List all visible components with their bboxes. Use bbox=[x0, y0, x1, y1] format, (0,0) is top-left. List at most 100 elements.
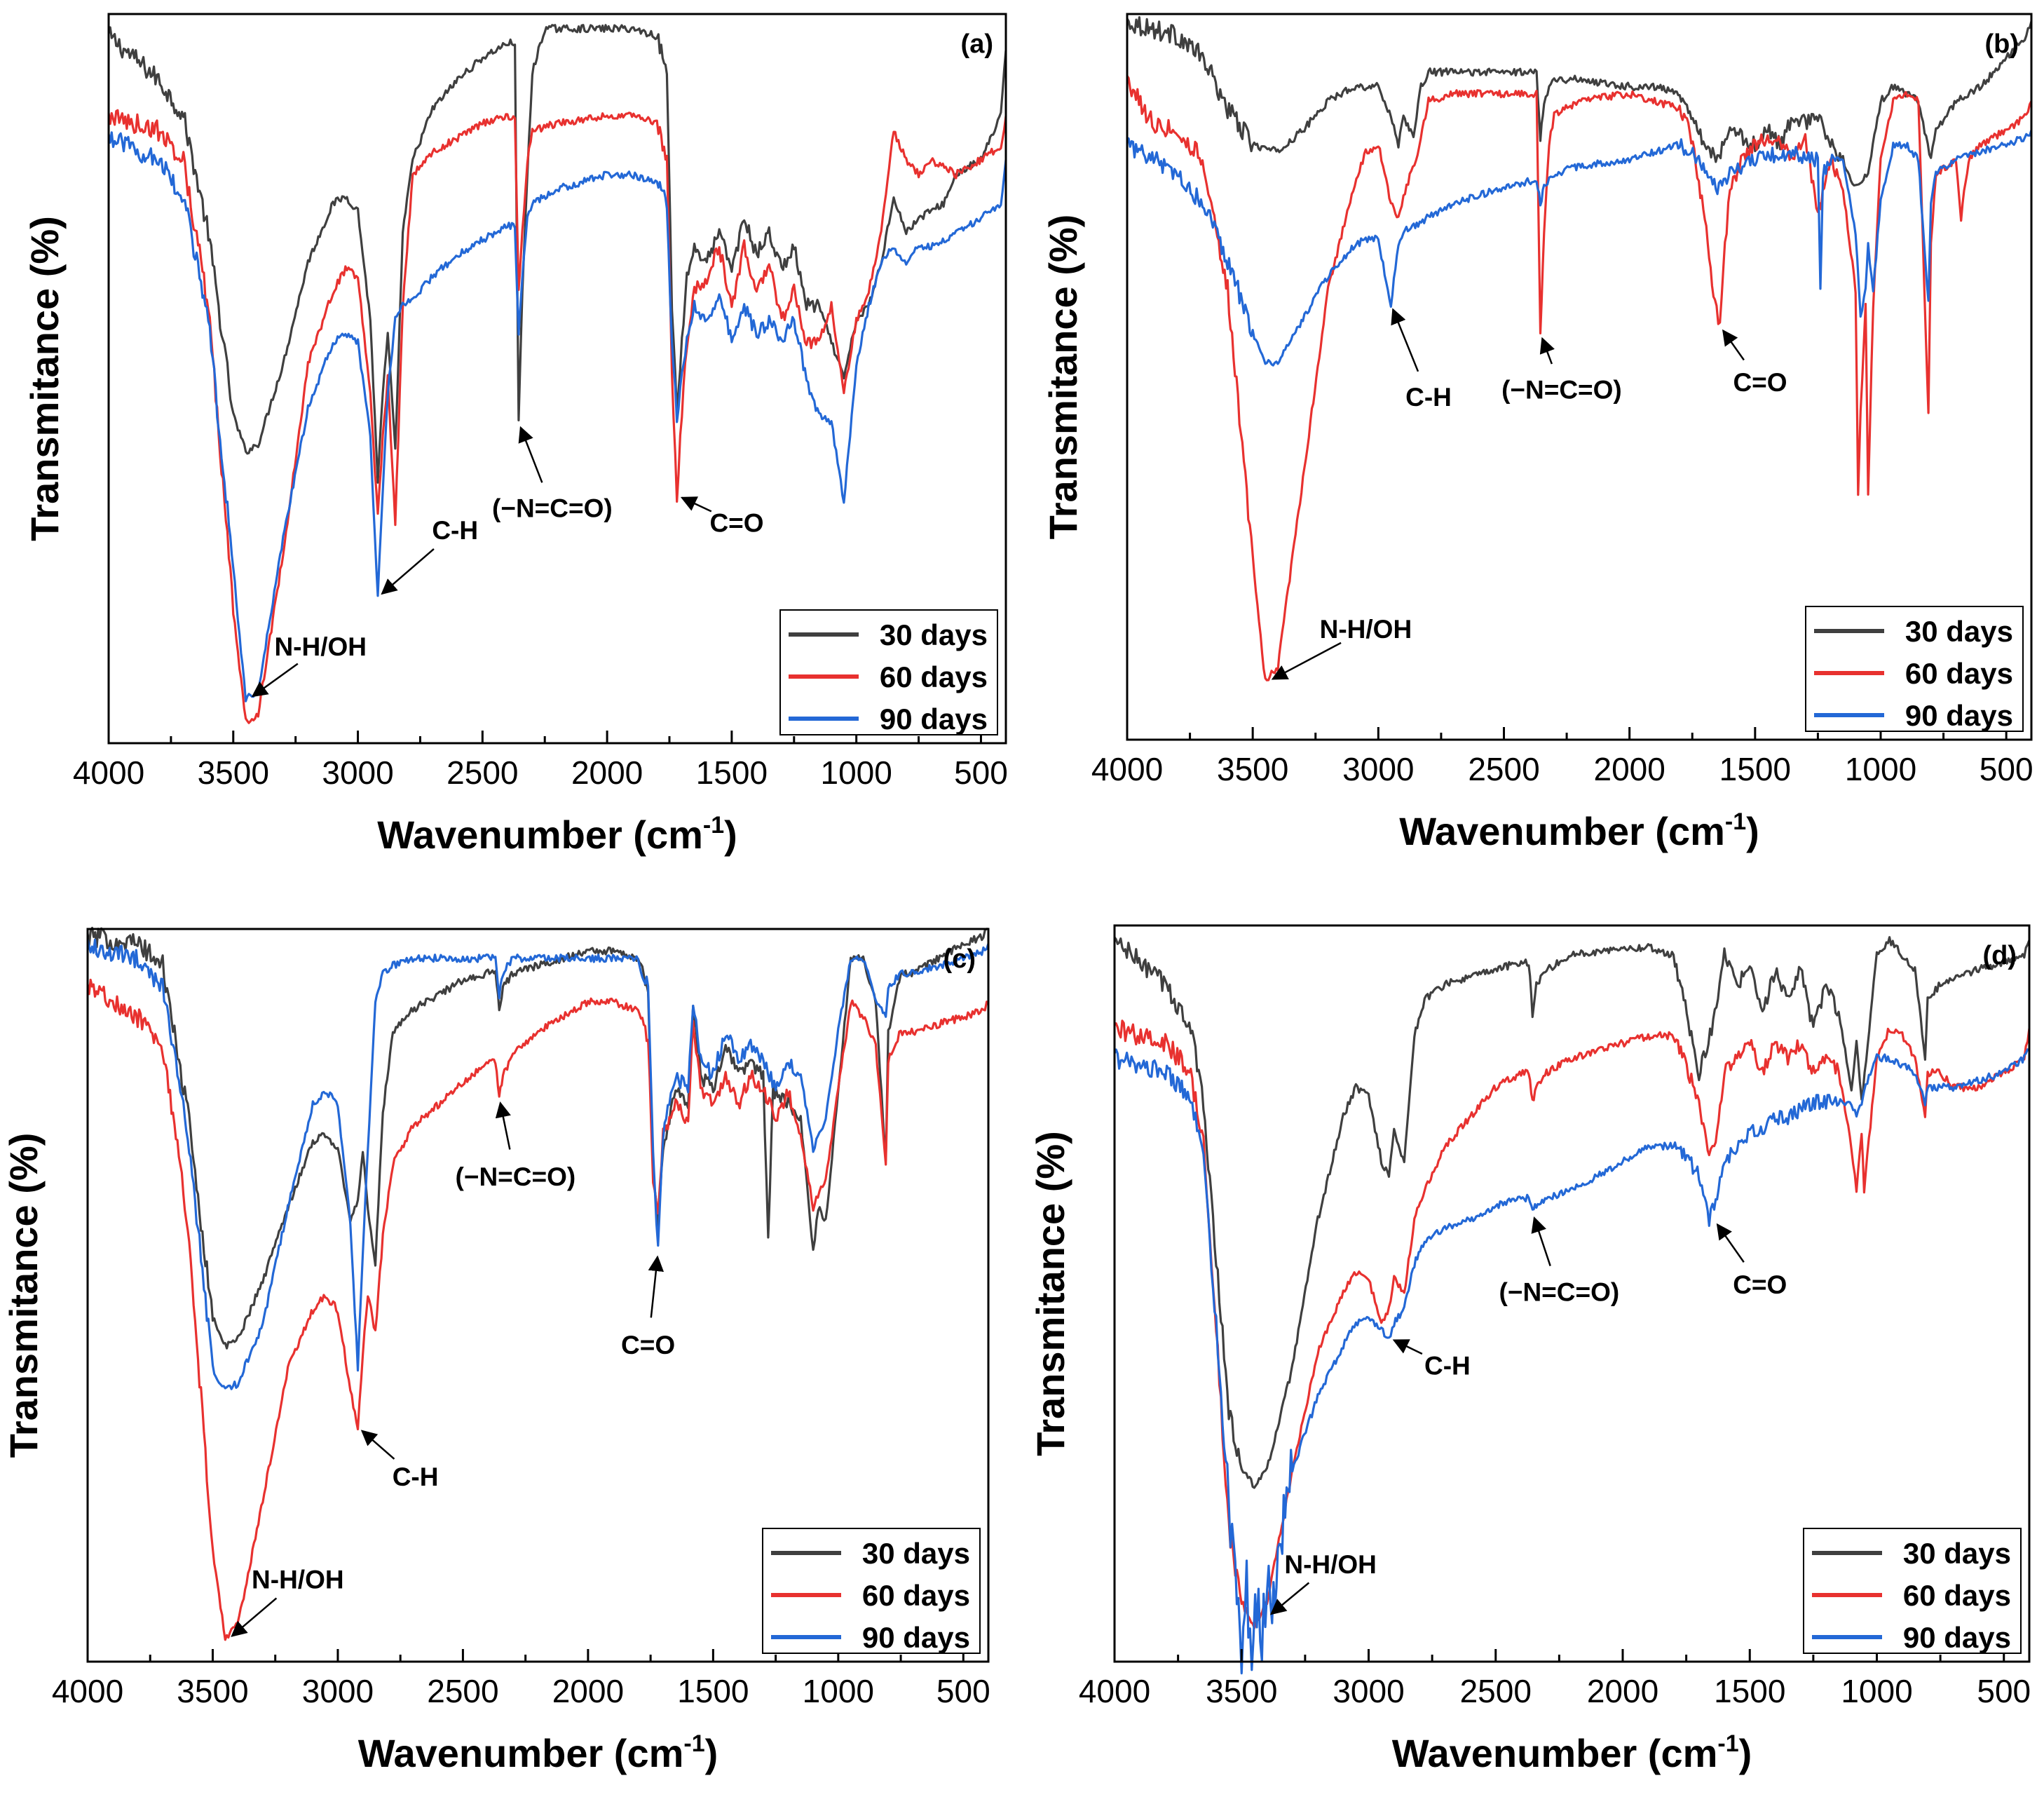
legend bbox=[1805, 606, 2024, 732]
plot-frame bbox=[107, 13, 1007, 745]
y-axis-label: Transmitance (%) bbox=[22, 216, 67, 541]
y-axis-label: Transmitance (%) bbox=[1041, 215, 1085, 540]
annotation-arrow bbox=[1392, 1339, 1423, 1355]
x-tick-label: 500 bbox=[1980, 751, 2033, 787]
peak-annotation: N-H/OH bbox=[1284, 1550, 1377, 1579]
plot-frame bbox=[1113, 924, 2031, 1663]
annotation-arrow bbox=[1539, 337, 1555, 365]
peak-annotation: (−N=C=O) bbox=[456, 1162, 576, 1191]
series-line-30-days bbox=[1113, 936, 2031, 1489]
annotation-arrow bbox=[251, 663, 299, 698]
panel-label: (b) bbox=[1984, 29, 2019, 59]
annotation-arrow bbox=[381, 548, 435, 595]
legend-entry: 90 days bbox=[1903, 1621, 2011, 1654]
x-tick-label: 1500 bbox=[696, 754, 768, 791]
panel-label: (a) bbox=[961, 29, 993, 59]
legend-entry: 90 days bbox=[880, 703, 988, 735]
x-tick-label: 4000 bbox=[52, 1673, 123, 1709]
legend-entry: 30 days bbox=[880, 618, 988, 651]
chart-panel-1: 4000 3500 3000 2500 2000 1500 1000 500 Wavenumbe… bbox=[22, 13, 1008, 857]
peak-annotation: N-H/OH bbox=[1320, 615, 1412, 644]
x-tick-label: 3500 bbox=[177, 1673, 248, 1709]
series-line-90-days bbox=[86, 938, 990, 1390]
x-tick-label: 3500 bbox=[198, 754, 269, 791]
x-tick-label: 1000 bbox=[803, 1673, 874, 1709]
x-tick-label: 2000 bbox=[1587, 1673, 1658, 1709]
legend-entry: 60 days bbox=[862, 1579, 970, 1612]
chart-panel-4: 4000 3500 3000 2500 2000 1500 1000 500 Wavenumbe… bbox=[1028, 924, 2031, 1775]
x-tick-label: 1000 bbox=[1841, 1673, 1912, 1709]
plot-frame bbox=[1126, 13, 2033, 741]
x-tick-label: 3000 bbox=[322, 754, 393, 791]
peak-annotation: C=O bbox=[621, 1331, 675, 1359]
plot-frame bbox=[86, 928, 990, 1663]
chart-panel-2: 4000 3500 3000 2500 2000 1500 1000 500 Wavenumbe… bbox=[1041, 13, 2033, 853]
series-line-30-days bbox=[1126, 16, 2033, 186]
legend-entry: 90 days bbox=[862, 1621, 970, 1654]
peak-annotation: (−N=C=O) bbox=[1501, 376, 1622, 405]
x-tick-label: 2500 bbox=[1460, 1673, 1532, 1709]
annotation-arrow bbox=[680, 496, 712, 513]
x-tick-label: 4000 bbox=[73, 754, 144, 791]
x-tick-label: 2500 bbox=[447, 754, 518, 791]
legend bbox=[762, 1528, 981, 1654]
x-tick-label: 1500 bbox=[1714, 1673, 1785, 1709]
x-tick-label: 4000 bbox=[1079, 1673, 1150, 1709]
x-tick-label: 1000 bbox=[1845, 751, 1916, 787]
x-tick-label: 1500 bbox=[1719, 751, 1791, 787]
panel-label: (d) bbox=[1982, 941, 2017, 970]
peak-annotation: N-H/OH bbox=[274, 632, 367, 661]
annotation-arrow bbox=[648, 1255, 665, 1318]
peak-annotation: C-H bbox=[1424, 1352, 1471, 1381]
x-axis-label: Wavenumber (cm-1) bbox=[1392, 1730, 1752, 1775]
series-line-30-days bbox=[107, 24, 1007, 484]
annotation-arrow bbox=[1531, 1216, 1551, 1266]
series-line-60-days bbox=[107, 109, 1007, 724]
legend-entry: 30 days bbox=[862, 1537, 970, 1570]
annotation-arrow bbox=[1269, 1582, 1310, 1615]
peak-annotation: C=O bbox=[1733, 368, 1787, 397]
x-axis-label: Wavenumber (cm-1) bbox=[377, 812, 737, 857]
x-tick-label: 2000 bbox=[571, 754, 643, 791]
x-tick-label: 500 bbox=[1977, 1673, 2031, 1709]
chart-panel-3: 4000 3500 3000 2500 2000 1500 1000 500 Wavenumbe… bbox=[1, 926, 990, 1775]
annotation-arrow bbox=[495, 1101, 511, 1150]
x-tick-label: 2000 bbox=[1593, 751, 1665, 787]
annotation-arrow bbox=[1722, 329, 1745, 361]
series-line-90-days bbox=[1126, 130, 2033, 367]
x-tick-label: 3500 bbox=[1217, 751, 1288, 787]
peak-annotation: C-H bbox=[1405, 383, 1452, 412]
annotation-arrow bbox=[1391, 308, 1419, 372]
annotation-arrow bbox=[1716, 1223, 1745, 1263]
annotation-arrow bbox=[231, 1597, 278, 1637]
x-tick-label: 500 bbox=[954, 754, 1008, 791]
panel-label: (c) bbox=[943, 944, 976, 974]
x-tick-label: 4000 bbox=[1091, 751, 1163, 787]
x-axis-label: Wavenumber (cm-1) bbox=[1399, 808, 1759, 853]
peak-annotation: (−N=C=O) bbox=[492, 494, 613, 523]
legend-entry: 90 days bbox=[1905, 699, 2013, 732]
legend-entry: 60 days bbox=[880, 660, 988, 693]
legend bbox=[1803, 1528, 2022, 1654]
legend-entry: 60 days bbox=[1903, 1579, 2011, 1612]
x-tick-label: 1500 bbox=[677, 1673, 749, 1709]
x-axis-label: Wavenumber (cm-1) bbox=[358, 1730, 718, 1775]
y-axis-label: Transmitance (%) bbox=[1028, 1131, 1072, 1456]
series-line-30-days bbox=[86, 926, 989, 1350]
annotation-arrow bbox=[518, 426, 543, 483]
annotation-arrow bbox=[1271, 642, 1342, 680]
x-tick-label: 3000 bbox=[1342, 751, 1414, 787]
peak-annotation: C-H bbox=[393, 1463, 439, 1491]
peak-annotation: C-H bbox=[432, 516, 478, 545]
peak-annotation: C=O bbox=[1733, 1270, 1787, 1299]
y-axis-label: Transmitance (%) bbox=[1, 1133, 46, 1458]
x-tick-label: 2000 bbox=[552, 1673, 624, 1709]
peak-annotation: N-H/OH bbox=[252, 1566, 344, 1594]
x-tick-label: 3000 bbox=[1333, 1673, 1404, 1709]
annotation-arrow bbox=[360, 1430, 395, 1460]
x-tick-label: 2500 bbox=[427, 1673, 498, 1709]
legend-entry: 60 days bbox=[1905, 657, 2013, 690]
x-tick-label: 500 bbox=[936, 1673, 990, 1709]
x-tick-label: 3500 bbox=[1206, 1673, 1277, 1709]
